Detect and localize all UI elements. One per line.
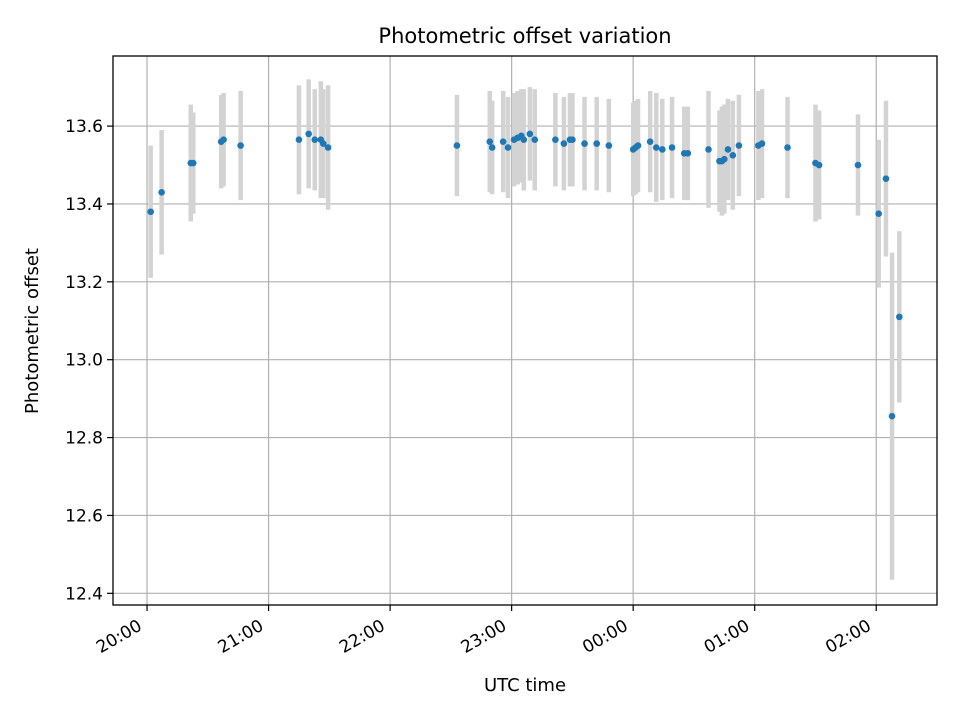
- data-point: [724, 146, 732, 153]
- chart-title: Photometric offset variation: [378, 24, 671, 48]
- data-point: [311, 136, 319, 144]
- data-point: [684, 150, 692, 157]
- data-point: [295, 136, 303, 144]
- data-point: [158, 188, 165, 196]
- data-point: [569, 136, 576, 144]
- x-axis-label: UTC time: [484, 675, 566, 696]
- data-point: [721, 155, 728, 163]
- data-point: [220, 136, 227, 144]
- data-point: [486, 138, 494, 145]
- data-point: [784, 144, 791, 151]
- data-point: [729, 151, 737, 159]
- y-tick-label: 13.0: [65, 351, 103, 371]
- data-point: [305, 130, 312, 138]
- data-point: [499, 138, 507, 145]
- y-tick-label: 12.4: [65, 584, 103, 604]
- data-point: [319, 140, 327, 147]
- data-point: [735, 142, 743, 149]
- data-point: [488, 144, 496, 151]
- y-axis-label: Photometric offset: [22, 248, 43, 414]
- data-point: [581, 140, 588, 147]
- data-point: [652, 144, 660, 151]
- data-point: [593, 140, 601, 147]
- data-point: [504, 144, 512, 151]
- y-tick-label: 12.6: [65, 506, 103, 526]
- data-point: [552, 136, 559, 144]
- data-point: [189, 159, 197, 167]
- data-point: [854, 161, 862, 169]
- y-tick-label: 13.6: [65, 117, 103, 137]
- data-point: [520, 136, 528, 144]
- data-point: [147, 208, 154, 216]
- data-point: [237, 142, 244, 149]
- y-tick-label: 13.2: [65, 273, 103, 293]
- data-point: [896, 313, 903, 321]
- data-point: [815, 161, 823, 169]
- data-point: [634, 142, 642, 149]
- data-point: [453, 142, 461, 149]
- data-point: [560, 140, 568, 147]
- data-point: [324, 144, 332, 151]
- data-point: [605, 142, 613, 149]
- plot-frame: [112, 55, 938, 606]
- data-point: [875, 210, 882, 217]
- data-point: [531, 136, 539, 144]
- y-tick-label: 13.4: [65, 195, 103, 215]
- data-point: [526, 130, 534, 138]
- data-point: [882, 175, 890, 182]
- data-point: [888, 412, 896, 420]
- data-point: [646, 138, 654, 145]
- data-point: [758, 140, 766, 147]
- data-point: [659, 146, 666, 153]
- data-point: [705, 146, 712, 153]
- data-points: [147, 130, 903, 420]
- data-point: [668, 144, 676, 151]
- y-tick-label: 12.8: [65, 429, 103, 449]
